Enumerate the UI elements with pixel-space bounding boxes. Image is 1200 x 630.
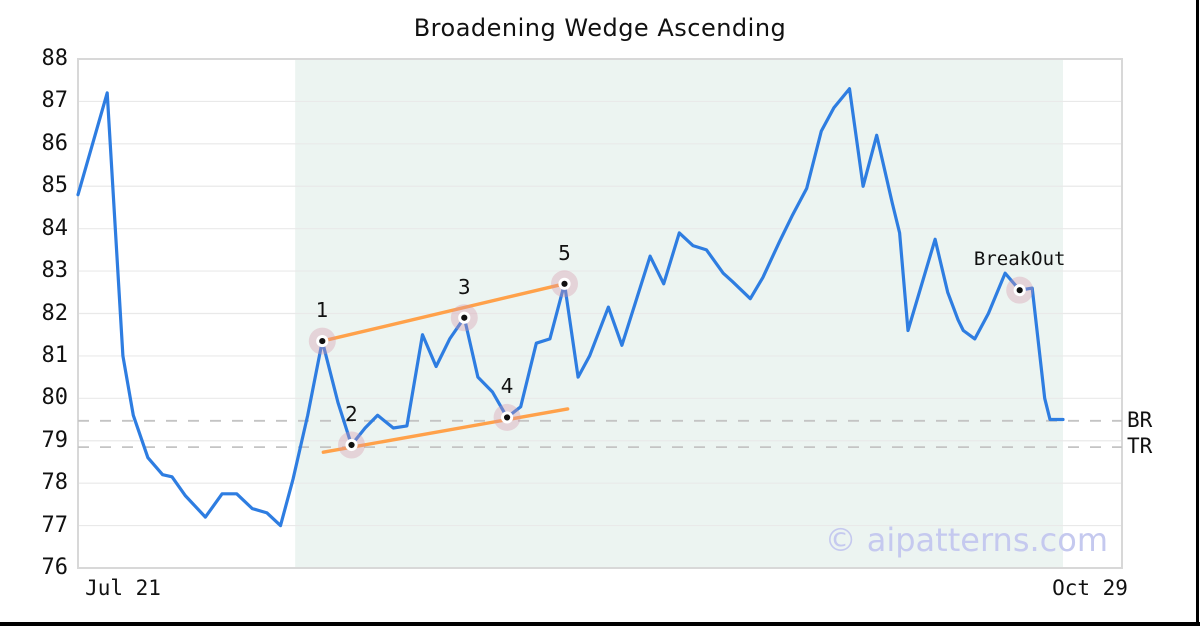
pattern-point-dot: [558, 277, 571, 290]
y-tick-label: 78: [41, 470, 69, 496]
pattern-point-dot: [345, 438, 358, 452]
y-tick-label: 87: [41, 88, 69, 114]
plot-border: [77, 58, 1123, 569]
y-tick-label: 80: [41, 385, 69, 411]
x-axis-label-end: Oct 29: [1052, 576, 1128, 600]
pattern-point-dot: [316, 334, 329, 348]
pattern-point-number: 1: [315, 298, 329, 323]
pattern-point-dot: [1013, 284, 1026, 297]
y-tick-label: 83: [41, 258, 69, 284]
trendline-lower: [321, 407, 570, 454]
y-tick-label: 81: [41, 342, 69, 368]
y-tick-label: 86: [41, 130, 69, 156]
screen-edge-right: [1196, 0, 1199, 626]
trendline-upper: [320, 282, 567, 343]
pattern-point-dot: [458, 311, 471, 324]
y-tick-label: 82: [41, 300, 69, 326]
y-tick-label: 79: [41, 427, 69, 453]
pattern-point-number: 2: [345, 401, 358, 426]
y-tick-label: 76: [41, 555, 69, 580]
y-tick-label: 88: [41, 46, 69, 71]
pattern-point-number: 5: [558, 240, 571, 265]
y-tick-label: 85: [41, 173, 69, 199]
pattern-point-number: 3: [457, 274, 471, 299]
y-tick-label: 84: [41, 215, 69, 241]
price-line: [76, 87, 1065, 528]
chart-title: Broadening Wedge Ascending: [413, 14, 787, 42]
pattern-point-dot: [500, 411, 514, 424]
breakout-label: BreakOut: [973, 248, 1066, 271]
screen-edge-bottom: [0, 622, 1200, 626]
level-label-tr: TR: [1127, 434, 1153, 459]
y-tick-label: 77: [41, 512, 69, 538]
pattern-point-number: 4: [500, 374, 514, 399]
watermark: © aipatterns.com: [824, 521, 1108, 559]
x-axis-label-start: Jul 21: [85, 576, 161, 600]
level-label-br: BR: [1127, 407, 1153, 432]
